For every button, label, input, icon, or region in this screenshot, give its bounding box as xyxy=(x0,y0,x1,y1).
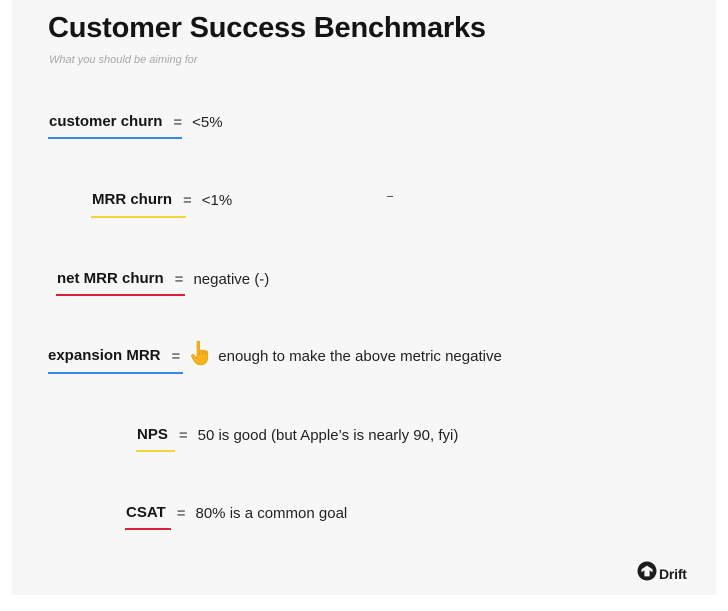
equals-sign: = xyxy=(171,347,181,365)
benchmark-value: 80% is a common goal xyxy=(195,504,348,522)
equals-sign: = xyxy=(178,426,188,444)
benchmark-term: net MRR churn xyxy=(57,270,164,287)
page-subtitle: What you should be aiming for xyxy=(49,54,198,66)
pointing-up-hand-icon xyxy=(190,340,212,366)
equals-sign: = xyxy=(176,504,186,522)
drift-logo-icon xyxy=(637,561,657,586)
term-underline xyxy=(125,528,171,530)
term-underline xyxy=(48,372,183,374)
stray-dash-mark xyxy=(387,196,393,197)
equals-sign: = xyxy=(183,191,192,209)
drift-logo: Drift xyxy=(637,561,687,586)
benchmark-row-customer-churn: customer churn = <5% xyxy=(49,111,223,133)
benchmarks-card: Customer Success Benchmarks What you sho… xyxy=(12,0,716,595)
brand-name: Drift xyxy=(659,565,687,582)
term-underline xyxy=(136,450,175,452)
benchmark-row-csat: CSAT = 80% is a common goal xyxy=(126,502,347,524)
term-underline xyxy=(56,294,185,296)
benchmark-row-net-mrr-churn: net MRR churn = negative (-) xyxy=(57,268,269,290)
benchmark-value: negative (-) xyxy=(193,270,270,288)
benchmark-value: enough to make the above metric negative xyxy=(218,347,502,365)
benchmark-row-mrr-churn: MRR churn = <1% xyxy=(92,189,232,211)
benchmark-term: expansion MRR xyxy=(48,347,161,364)
equals-sign: = xyxy=(173,113,183,131)
benchmark-row-nps: NPS = 50 is good (but Apple’s is nearly … xyxy=(137,424,458,446)
page-title: Customer Success Benchmarks xyxy=(48,12,486,44)
benchmark-row-expansion-mrr: expansion MRR = enough to make the above… xyxy=(48,340,502,367)
equals-sign: = xyxy=(174,270,184,288)
benchmark-value: <1% xyxy=(201,191,233,209)
benchmark-term: NPS xyxy=(137,426,168,443)
benchmark-term: customer churn xyxy=(49,113,163,130)
benchmark-term: CSAT xyxy=(126,504,166,521)
benchmark-value: 50 is good (but Apple’s is nearly 90, fy… xyxy=(197,426,459,444)
term-underline xyxy=(91,216,186,218)
term-underline xyxy=(48,137,182,139)
benchmark-term: MRR churn xyxy=(92,191,172,208)
benchmark-value: <5% xyxy=(192,113,223,131)
